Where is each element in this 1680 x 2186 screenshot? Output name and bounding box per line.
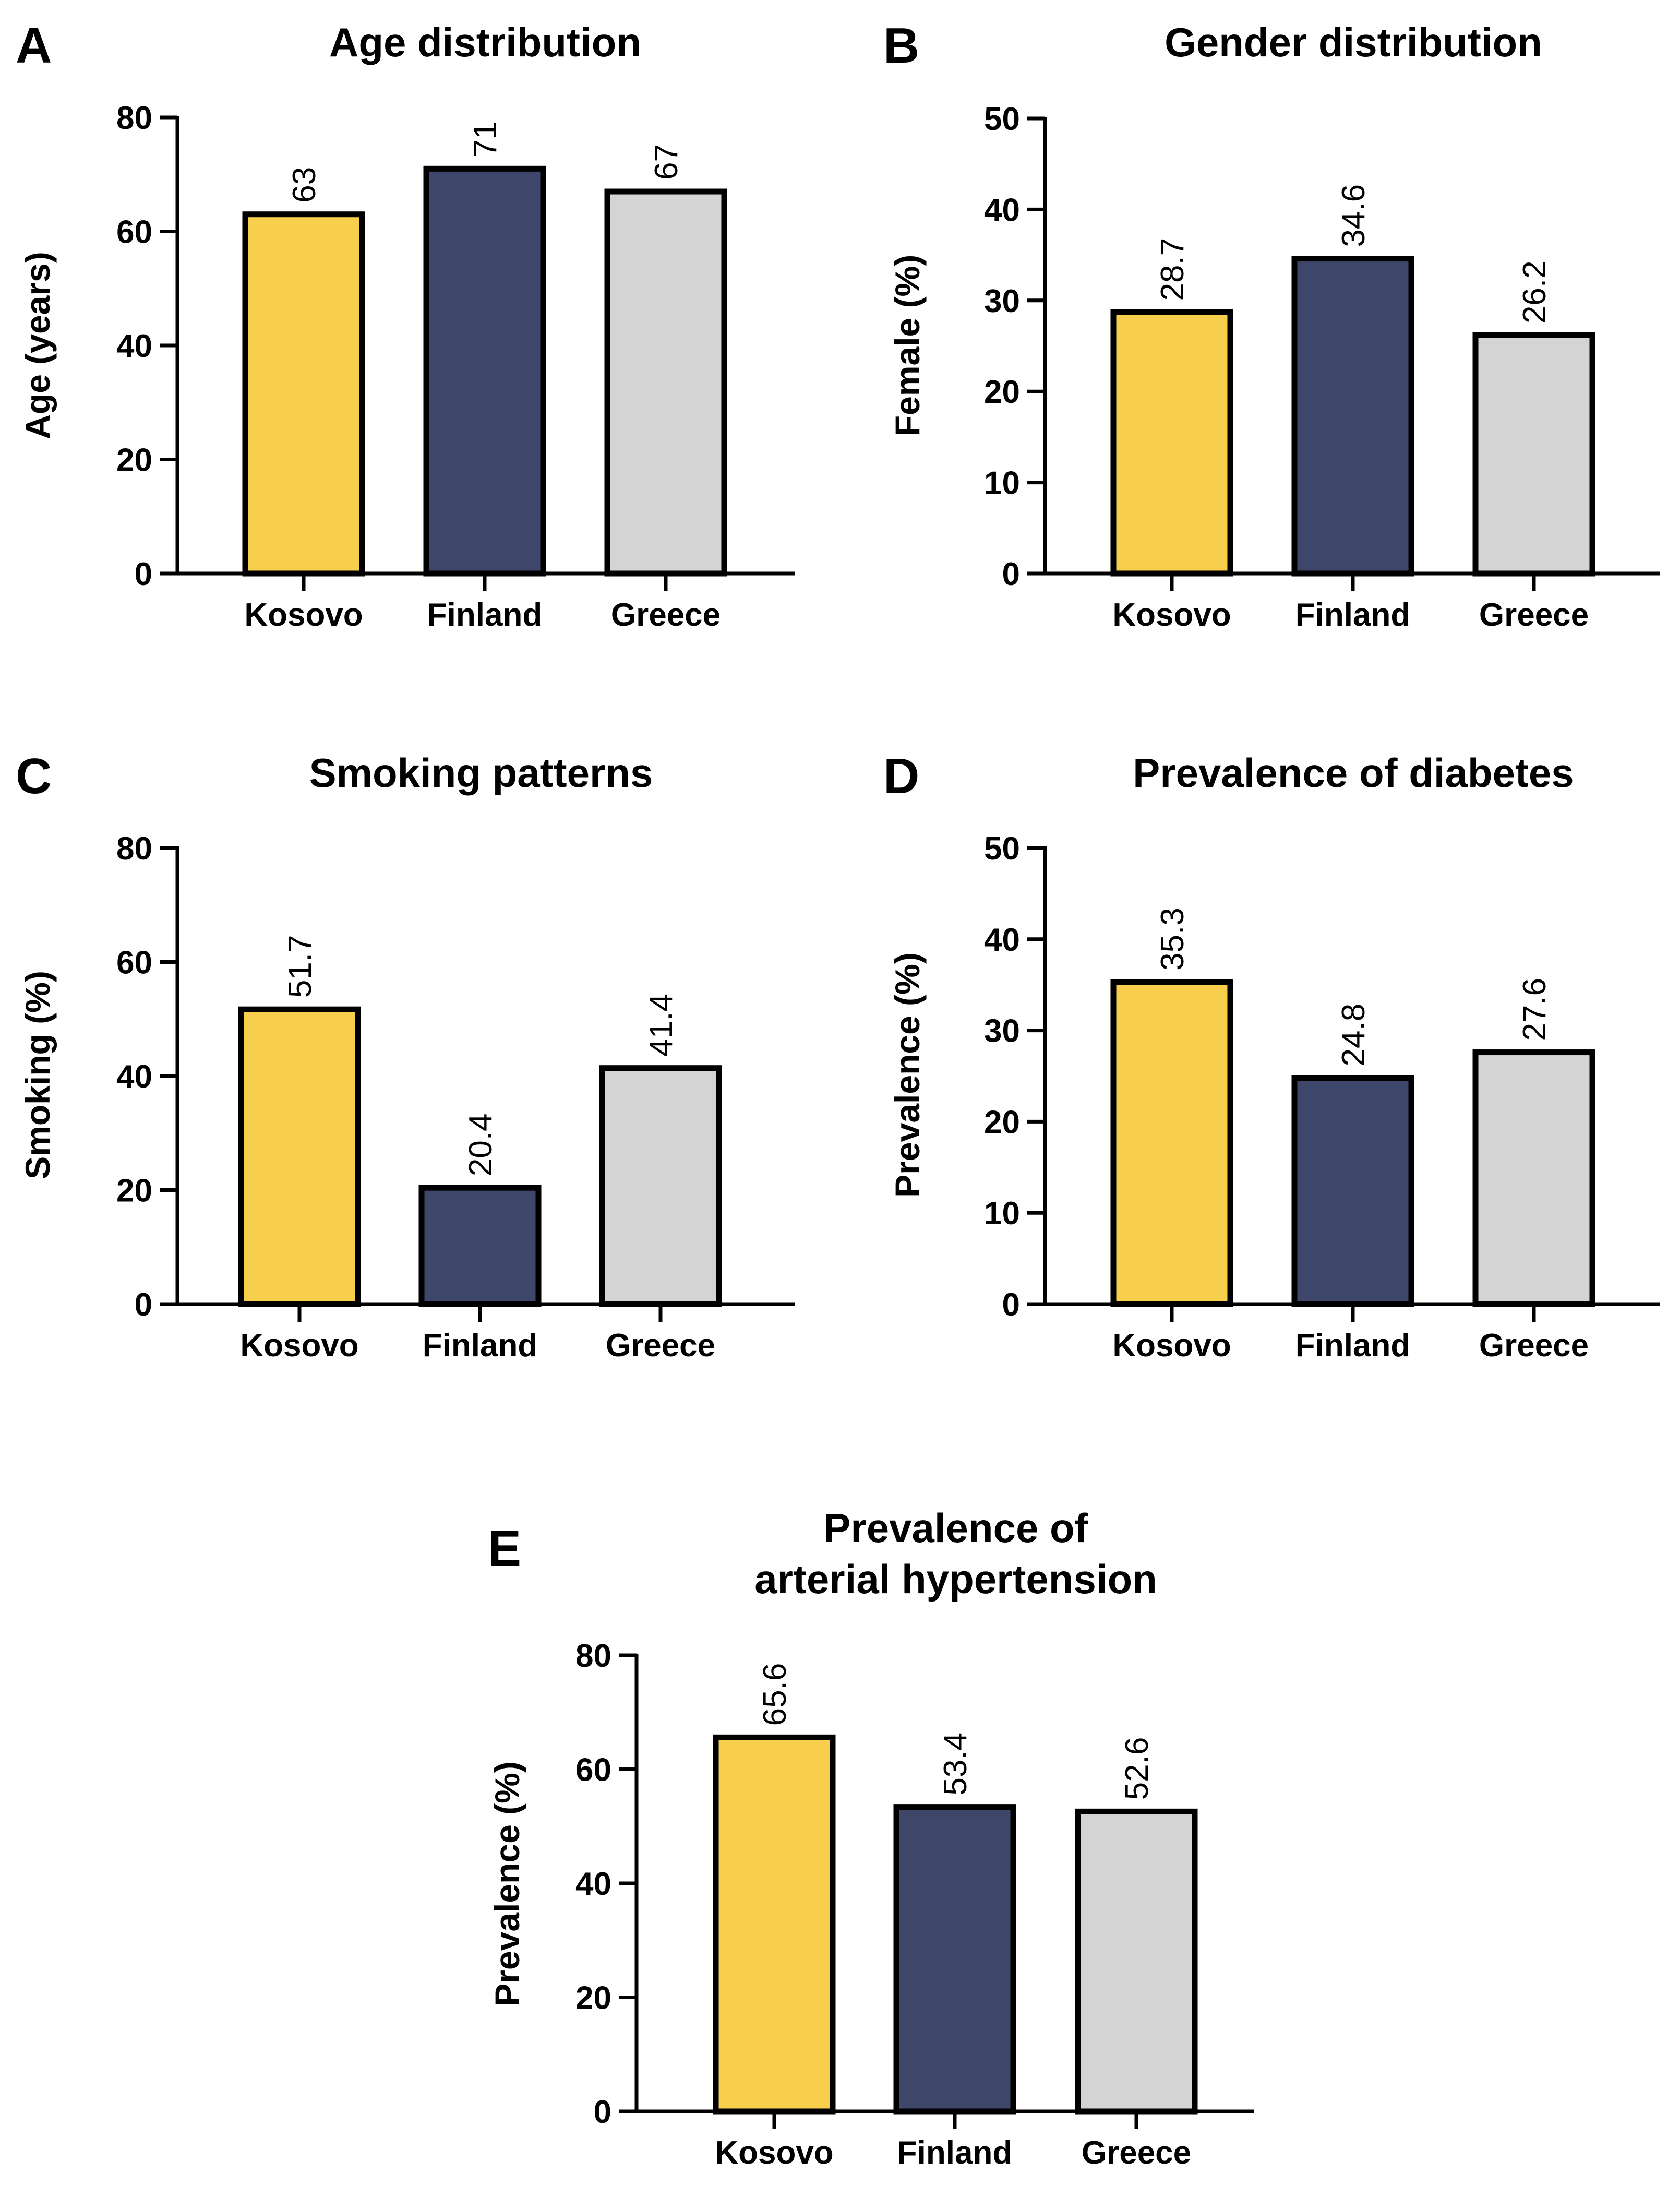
y-tick-label: 50 (984, 831, 1020, 867)
bar-finland (1291, 1074, 1414, 1307)
y-tick-label: 0 (135, 556, 152, 592)
x-tick-label-greece: Greece (611, 597, 721, 633)
y-tick-label: 20 (116, 1173, 152, 1209)
bar-finland (893, 1804, 1016, 2115)
chart-title: Gender distribution (1165, 19, 1542, 65)
bar-kosovo (238, 1006, 361, 1307)
panel-letter: A (16, 18, 52, 74)
y-tick-label: 40 (575, 1866, 611, 1902)
y-axis-label: Female (%) (888, 255, 927, 436)
x-tick-label-finland: Finland (1295, 1328, 1410, 1364)
bar-kosovo (242, 211, 365, 577)
x-tick-label-greece: Greece (1479, 1328, 1589, 1364)
bar-greece (1472, 332, 1595, 577)
y-tick-label: 20 (575, 1980, 611, 2016)
y-tick-label: 60 (575, 1752, 611, 1788)
bar-kosovo (1110, 979, 1233, 1307)
x-tick-label-finland: Finland (1295, 597, 1410, 633)
bar-finland (1291, 256, 1414, 577)
y-tick-label: 0 (135, 1287, 152, 1323)
x-tick-label-kosovo: Kosovo (1112, 597, 1231, 633)
y-tick-label: 30 (984, 1013, 1020, 1049)
x-tick-label-greece: Greece (1479, 597, 1589, 633)
chart-panel-d: D Prevalence of diabetes Prevalence (%) 35.… (883, 748, 1660, 1364)
data-label-finland: 53.4 (938, 1733, 974, 1796)
bar-greece (599, 1065, 722, 1307)
y-tick-label: 80 (116, 100, 152, 136)
panel-letter: C (16, 748, 52, 804)
data-label-finland: 34.6 (1336, 184, 1372, 247)
x-tick-label-greece: Greece (1082, 2135, 1191, 2171)
y-tick-label: 60 (116, 945, 152, 981)
chart-panel-e: E Prevalence of arterial hypertension Preva… (488, 1505, 1254, 2171)
y-tick-label: 60 (116, 214, 152, 250)
data-label-greece: 26.2 (1517, 260, 1553, 324)
y-tick-label: 80 (575, 1638, 611, 1674)
y-tick-label: 50 (984, 101, 1020, 137)
y-tick-label: 0 (594, 2094, 611, 2130)
data-label-kosovo: 63 (286, 167, 322, 203)
chart-panel-a: A Age distribution Age (years) 63 71 67 0 20 40 6… (16, 18, 795, 633)
bar-kosovo (1110, 309, 1233, 577)
chart-panel-b: B Gender distribution Female (%) 28.7 34.6 26… (883, 18, 1660, 633)
data-label-greece: 67 (649, 144, 685, 180)
y-tick-label: 10 (984, 465, 1020, 501)
y-tick-label: 20 (984, 374, 1020, 410)
data-label-finland: 20.4 (463, 1113, 499, 1176)
y-tick-label: 40 (984, 192, 1020, 228)
y-axis-label: Prevalence (%) (488, 1761, 526, 2006)
data-label-kosovo: 51.7 (282, 935, 318, 998)
x-tick-label-finland: Finland (427, 597, 542, 633)
chart-title: arterial hypertension (754, 1556, 1157, 1602)
bar-greece (1472, 1049, 1595, 1307)
y-tick-label: 10 (984, 1196, 1020, 1232)
bar-finland (423, 165, 546, 577)
y-axis-label: Age (years) (18, 252, 57, 439)
x-tick-label-kosovo: Kosovo (715, 2135, 833, 2171)
y-tick-label: 40 (116, 1059, 152, 1095)
y-tick-label: 40 (984, 922, 1020, 958)
data-label-finland: 24.8 (1336, 1004, 1372, 1067)
x-tick-label-greece: Greece (606, 1328, 715, 1364)
data-label-greece: 41.4 (643, 994, 679, 1057)
bar-kosovo (713, 1734, 836, 2115)
data-label-kosovo: 28.7 (1155, 238, 1191, 301)
y-tick-label: 0 (1002, 556, 1020, 592)
y-axis-label: Prevalence (%) (888, 952, 927, 1198)
data-label-kosovo: 35.3 (1155, 907, 1191, 971)
x-tick-label-finland: Finland (423, 1328, 537, 1364)
x-tick-label-kosovo: Kosovo (244, 597, 363, 633)
x-tick-label-kosovo: Kosovo (1112, 1328, 1231, 1364)
panel-letter: D (883, 748, 919, 804)
y-axis-label: Smoking (%) (18, 971, 57, 1179)
chart-panel-c: C Smoking patterns Smoking (%) 51.7 20.4 41.4… (16, 748, 795, 1364)
chart-title: Prevalence of diabetes (1133, 750, 1574, 796)
chart-title: Prevalence of (823, 1505, 1088, 1551)
chart-title: Age distribution (329, 19, 641, 65)
bar-finland (418, 1185, 542, 1307)
panel-letter: B (883, 18, 919, 74)
x-tick-label-kosovo: Kosovo (240, 1328, 358, 1364)
chart-title: Smoking patterns (309, 750, 653, 796)
data-label-finland: 71 (467, 121, 503, 157)
x-tick-label-finland: Finland (897, 2135, 1012, 2171)
y-tick-label: 0 (1002, 1287, 1020, 1323)
data-label-kosovo: 65.6 (757, 1663, 793, 1726)
y-tick-label: 20 (116, 443, 152, 479)
y-tick-label: 80 (116, 831, 152, 867)
bar-greece (604, 188, 727, 577)
y-tick-label: 40 (116, 328, 152, 364)
data-label-greece: 52.6 (1119, 1737, 1155, 1800)
panel-letter: E (488, 1521, 521, 1576)
bar-greece (1075, 1808, 1198, 2115)
y-tick-label: 30 (984, 283, 1020, 319)
y-tick-label: 20 (984, 1104, 1020, 1140)
data-label-greece: 27.6 (1517, 978, 1553, 1041)
